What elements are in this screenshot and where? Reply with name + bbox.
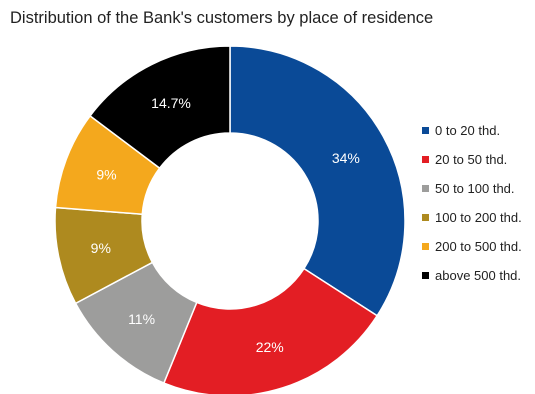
legend-swatch [422, 127, 429, 134]
donut-slices [54, 45, 406, 394]
legend-label: 50 to 100 thd. [435, 181, 515, 196]
donut-slice-1 [162, 267, 379, 394]
legend-swatch [422, 156, 429, 163]
chart-title: Distribution of the Bank's customers by … [10, 9, 434, 27]
legend-swatch [422, 185, 429, 192]
slice-label-3: 9% [91, 240, 111, 256]
legend-label: 200 to 500 thd. [435, 239, 522, 254]
legend-item-3: 100 to 200 thd. [422, 203, 522, 232]
legend-item-4: 200 to 500 thd. [422, 232, 522, 261]
legend-item-0: 0 to 20 thd. [422, 116, 522, 145]
legend-label: 0 to 20 thd. [435, 123, 501, 138]
slice-labels: 34% 22% 11% 9% 9% 14.7% [91, 95, 360, 355]
chart-legend: 0 to 20 thd. 20 to 50 thd. 50 to 100 thd. 1… [422, 116, 522, 290]
slice-label-2: 11% [128, 311, 155, 327]
legend-swatch [422, 243, 429, 250]
legend-item-1: 20 to 50 thd. [422, 145, 522, 174]
legend-label: 20 to 50 thd. [435, 152, 508, 167]
legend-label: above 500 thd. [435, 268, 522, 283]
donut-slice-5 [89, 45, 231, 170]
slice-label-4: 9% [96, 166, 116, 182]
slice-label-0: 34% [332, 150, 360, 166]
legend-label: 100 to 200 thd. [435, 210, 522, 225]
legend-item-5: above 500 thd. [422, 261, 522, 290]
slice-label-5: 14.7% [151, 95, 191, 111]
legend-swatch [422, 214, 429, 221]
donut-slice-0 [229, 45, 406, 317]
legend-swatch [422, 272, 429, 279]
legend-item-2: 50 to 100 thd. [422, 174, 522, 203]
slice-label-1: 22% [256, 339, 284, 355]
